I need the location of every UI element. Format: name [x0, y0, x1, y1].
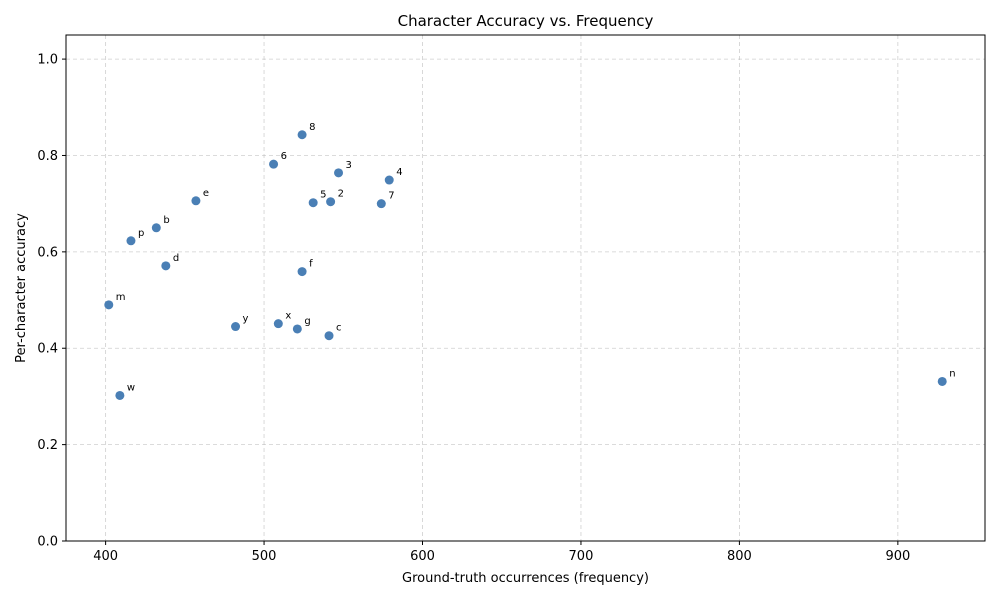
- x-tick-label: 700: [569, 549, 594, 564]
- point-label-b: b: [163, 215, 169, 226]
- data-point-y: [231, 322, 241, 332]
- plot-area-frame: [65, 34, 986, 542]
- y-tick-label: 0.0: [37, 535, 58, 550]
- x-tick-label: 400: [93, 549, 118, 564]
- data-points: [104, 130, 947, 400]
- y-tick-label: 0.2: [37, 438, 58, 453]
- x-tick-label: 900: [885, 549, 910, 564]
- point-label-y: y: [243, 314, 249, 325]
- point-label-e: e: [203, 188, 209, 199]
- x-tick-label: 600: [410, 549, 435, 564]
- data-point-8: [297, 130, 307, 140]
- data-point-2: [326, 197, 336, 207]
- point-label-d: d: [173, 253, 179, 264]
- y-tick-label: 0.4: [37, 342, 58, 357]
- y-tick-label: 0.6: [37, 245, 58, 260]
- x-axis-label: Ground-truth occurrences (frequency): [402, 571, 649, 586]
- data-point-m: [104, 300, 114, 310]
- y-axis-label: Per-character accuracy: [14, 213, 29, 363]
- data-point-3: [334, 168, 344, 178]
- point-label-m: m: [116, 292, 126, 303]
- point-label-2: 2: [338, 189, 344, 200]
- data-point-n: [937, 376, 947, 386]
- data-point-6: [269, 159, 279, 169]
- x-axis-ticks: 400 500 600 700 800 900: [93, 541, 910, 564]
- data-point-f: [297, 267, 307, 277]
- point-label-7: 7: [388, 191, 394, 202]
- point-label-w: w: [127, 382, 135, 393]
- data-point-7: [376, 199, 386, 209]
- point-label-3: 3: [346, 160, 352, 171]
- data-point-e: [191, 196, 201, 206]
- data-point-c: [324, 331, 334, 341]
- point-label-5: 5: [320, 190, 326, 201]
- point-label-p: p: [138, 228, 144, 239]
- data-point-4: [384, 175, 394, 185]
- point-label-4: 4: [396, 167, 402, 178]
- point-labels: 8 6 3 4 e 5 2 7 b p d f m y x g c n w: [116, 122, 956, 394]
- point-label-6: 6: [281, 151, 287, 162]
- point-label-n: n: [949, 368, 955, 379]
- data-point-5: [308, 198, 318, 208]
- point-label-x: x: [285, 311, 291, 322]
- data-point-w: [115, 390, 125, 400]
- chart-title: Character Accuracy vs. Frequency: [398, 12, 654, 30]
- data-point-b: [151, 223, 161, 233]
- data-point-x: [273, 319, 283, 329]
- y-tick-label: 0.8: [37, 149, 58, 164]
- data-point-d: [161, 261, 171, 271]
- x-tick-label: 500: [252, 549, 277, 564]
- y-tick-label: 1.0: [37, 53, 58, 68]
- point-label-c: c: [336, 323, 342, 334]
- point-label-g: g: [304, 316, 310, 327]
- y-axis-ticks: 0.0 0.2 0.4 0.6 0.8 1.0: [37, 53, 66, 550]
- x-tick-label: 800: [727, 549, 752, 564]
- data-point-p: [126, 236, 136, 246]
- data-point-g: [292, 324, 302, 334]
- point-label-f: f: [309, 259, 313, 270]
- point-label-8: 8: [309, 122, 315, 133]
